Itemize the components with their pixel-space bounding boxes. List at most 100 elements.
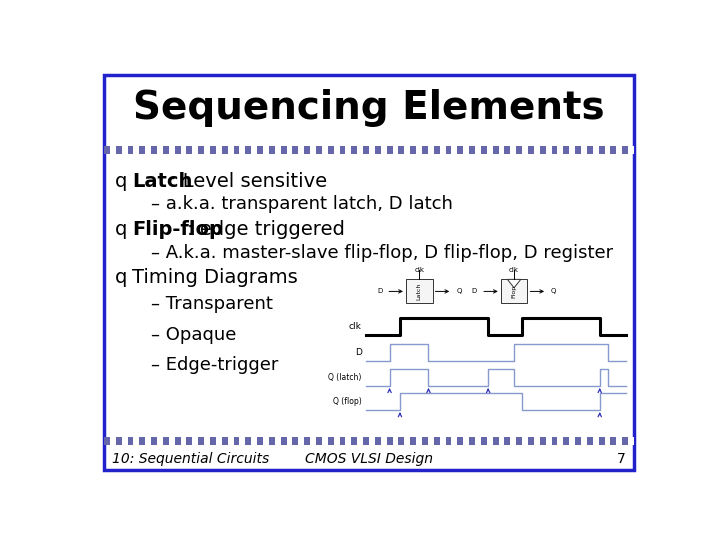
Bar <box>322 146 328 154</box>
Bar <box>451 146 457 154</box>
Text: clk: clk <box>414 267 424 273</box>
Bar <box>387 437 392 445</box>
Bar <box>175 146 181 154</box>
Bar <box>570 146 575 154</box>
Text: Timing Diagrams: Timing Diagrams <box>132 268 297 287</box>
Bar <box>570 437 575 445</box>
Bar <box>381 146 387 154</box>
Bar <box>516 146 522 154</box>
Bar <box>333 146 340 154</box>
Bar <box>498 437 505 445</box>
Bar <box>168 437 175 445</box>
Bar <box>410 146 416 154</box>
Bar <box>110 437 116 445</box>
Bar <box>628 146 634 154</box>
Bar <box>328 437 333 445</box>
Bar <box>587 437 593 445</box>
Bar <box>204 437 210 445</box>
Bar <box>581 437 587 445</box>
Bar <box>204 146 210 154</box>
Bar <box>168 146 175 154</box>
Bar <box>233 146 240 154</box>
Text: q: q <box>114 172 127 191</box>
Bar <box>340 437 346 445</box>
Polygon shape <box>508 279 521 288</box>
Bar <box>357 146 363 154</box>
Bar <box>139 437 145 445</box>
Bar <box>392 146 398 154</box>
Bar <box>305 437 310 445</box>
Text: Q (flop): Q (flop) <box>333 397 361 406</box>
Bar <box>163 146 168 154</box>
Text: – Edge-trigger: – Edge-trigger <box>151 356 279 374</box>
Bar <box>351 437 357 445</box>
Bar <box>163 437 168 445</box>
Bar <box>599 437 605 445</box>
Bar <box>375 437 381 445</box>
Bar <box>605 437 611 445</box>
Bar <box>522 146 528 154</box>
Bar <box>157 146 163 154</box>
Bar <box>139 146 145 154</box>
Bar <box>540 146 546 154</box>
Bar <box>540 437 546 445</box>
Bar <box>498 146 505 154</box>
Bar <box>575 437 581 445</box>
Bar <box>392 437 398 445</box>
Bar <box>333 437 340 445</box>
Bar <box>257 437 263 445</box>
Bar <box>246 437 251 445</box>
Bar <box>406 279 433 303</box>
Bar <box>222 146 228 154</box>
Bar <box>516 437 522 445</box>
Bar <box>492 437 498 445</box>
Bar <box>228 437 233 445</box>
Bar <box>422 146 428 154</box>
Text: – Transparent: – Transparent <box>151 295 274 313</box>
Bar <box>593 146 599 154</box>
Text: q: q <box>114 268 127 287</box>
Bar <box>416 437 422 445</box>
Bar <box>469 146 475 154</box>
Bar <box>228 146 233 154</box>
Text: – a.k.a. transparent latch, D latch: – a.k.a. transparent latch, D latch <box>151 195 454 213</box>
Bar <box>628 437 634 445</box>
Bar <box>133 437 139 445</box>
Bar <box>433 146 440 154</box>
Bar <box>263 437 269 445</box>
Bar <box>145 437 151 445</box>
Bar <box>192 146 198 154</box>
Bar <box>505 146 510 154</box>
Bar <box>340 146 346 154</box>
Bar <box>316 437 322 445</box>
Bar <box>446 146 451 154</box>
Bar <box>251 437 257 445</box>
Bar <box>463 146 469 154</box>
Text: 10: Sequential Circuits: 10: Sequential Circuits <box>112 452 269 466</box>
Bar <box>510 437 516 445</box>
Bar <box>275 146 281 154</box>
Bar <box>281 146 287 154</box>
Bar <box>151 437 157 445</box>
Bar <box>492 146 498 154</box>
Bar <box>363 437 369 445</box>
Bar <box>375 146 381 154</box>
Bar <box>310 437 316 445</box>
Bar <box>557 146 563 154</box>
Bar <box>440 146 446 154</box>
Bar <box>622 437 628 445</box>
Text: clk: clk <box>509 267 519 273</box>
Bar <box>446 437 451 445</box>
Bar <box>263 146 269 154</box>
Bar <box>198 146 204 154</box>
Bar <box>181 146 186 154</box>
Bar <box>157 437 163 445</box>
Bar <box>298 146 305 154</box>
Text: q: q <box>114 220 127 239</box>
Bar <box>369 146 375 154</box>
Bar <box>175 437 181 445</box>
Bar <box>428 437 433 445</box>
Text: Sequencing Elements: Sequencing Elements <box>133 90 605 127</box>
Text: 7: 7 <box>617 452 626 466</box>
Bar <box>281 437 287 445</box>
